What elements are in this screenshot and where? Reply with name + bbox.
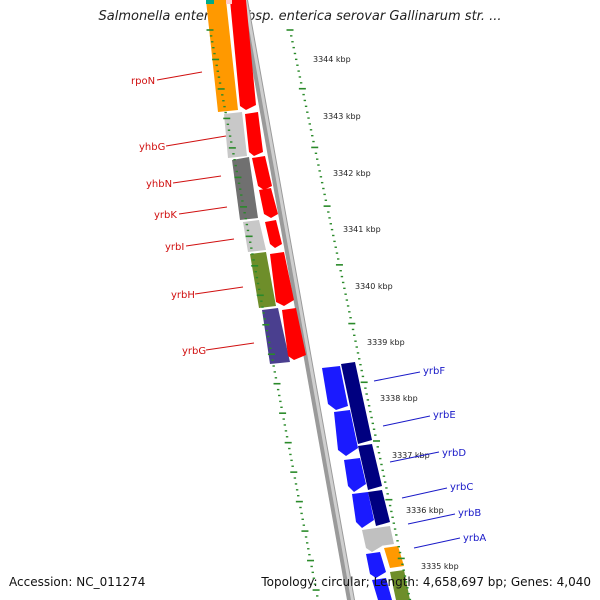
tick-marks — [206, 29, 412, 600]
scale-label: 3340 kbp — [355, 282, 393, 291]
accession-label: Accession: NC_011274 — [9, 575, 146, 589]
dark-block-1 — [341, 362, 372, 444]
gene-label-yrbI: yrbI — [165, 242, 184, 253]
left-gene-track — [206, 0, 306, 364]
gene-label-rpoN: rpoN — [131, 76, 155, 87]
gene-block-yrbH — [262, 308, 290, 364]
scale-label: 3344 kbp — [313, 55, 351, 64]
right-gene-track — [322, 362, 410, 600]
topology-label: Topology: circular; Length: 4,658,697 bp… — [261, 575, 591, 589]
forward-arrow-5 — [265, 220, 282, 248]
forward-arrow-3 — [252, 156, 272, 190]
map-title: Salmonella enterica subsp. enterica sero… — [98, 9, 502, 24]
gene-label-yhbG: yhbG — [139, 142, 165, 153]
gene-label-yrbE: yrbE — [433, 410, 456, 421]
gene-label-yrbF: yrbF — [423, 366, 445, 377]
forward-arrow-7 — [282, 308, 306, 360]
right-gene-labels: yrbF yrbE yrbD yrbC yrbB yrbA — [373, 366, 486, 549]
forward-arrow-6 — [270, 252, 294, 306]
dark-block-2 — [358, 444, 382, 490]
reverse-arrow-yrbA — [366, 552, 386, 578]
forward-arrow-1 — [230, 0, 256, 110]
forward-arrow-2 — [245, 112, 263, 156]
scale-label: 3343 kbp — [323, 112, 361, 121]
forward-arrow-4 — [259, 188, 278, 218]
gene-label-yrbK: yrbK — [154, 210, 177, 221]
scale-label: 3335 kbp — [421, 562, 459, 571]
reverse-arrow-yrbB — [362, 528, 382, 552]
scale-label: 3339 kbp — [367, 338, 405, 347]
reverse-arrow-yrbE — [334, 410, 358, 456]
gene-label-yhbN: yhbN — [146, 179, 172, 190]
gene-block-yhbN — [232, 157, 258, 220]
gene-block-yrbK — [243, 220, 266, 252]
gene-label-yrbG: yrbG — [182, 346, 206, 357]
reverse-arrow-yrbC — [352, 492, 374, 528]
backbone — [240, 0, 355, 600]
gene-label-yrbA: yrbA — [463, 533, 486, 544]
gene-block-rpoN — [206, 0, 238, 112]
gene-label-yrbC: yrbC — [450, 482, 473, 493]
scale-labels: 3344 kbp 3343 kbp 3342 kbp 3341 kbp 3340… — [313, 55, 459, 571]
scale-label: 3338 kbp — [380, 394, 418, 403]
reverse-arrow-yrbF — [322, 366, 348, 410]
scale-label: 3341 kbp — [343, 225, 381, 234]
left-gene-labels: rpoN yhbG yhbN yrbK yrbI yrbH yrbG — [131, 71, 255, 357]
scale-label: 3342 kbp — [333, 169, 371, 178]
gene-block-yhbG — [224, 112, 247, 158]
gene-label-yrbD: yrbD — [442, 448, 466, 459]
gene-label-yrbH: yrbH — [171, 290, 195, 301]
dark-block-5 — [384, 546, 404, 568]
reverse-arrow-yrbD — [344, 458, 366, 492]
gene-label-yrbB: yrbB — [458, 508, 481, 519]
dark-block-3 — [368, 490, 390, 526]
scale-label: 3337 kbp — [392, 451, 430, 460]
scale-label: 3336 kbp — [406, 506, 444, 515]
dark-block-4 — [376, 526, 394, 546]
